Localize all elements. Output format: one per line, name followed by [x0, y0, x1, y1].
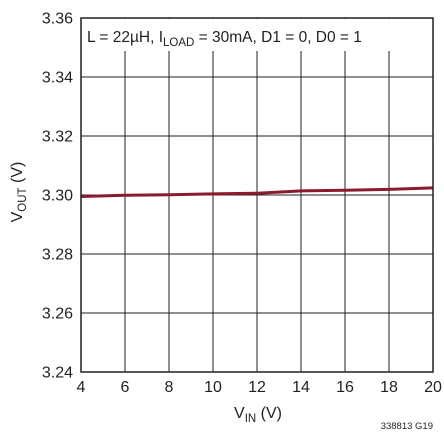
- x-tick-label: 12: [248, 379, 266, 396]
- grid: [81, 18, 433, 372]
- y-tick-labels: 3.24 3.26 3.28 3.30 3.32 3.34 3.36: [42, 11, 73, 382]
- x-tick-label: 20: [424, 379, 442, 396]
- x-tick-label: 16: [336, 379, 354, 396]
- y-tick-label: 3.30: [42, 188, 73, 205]
- y-axis-title-unit: (V): [9, 162, 26, 188]
- x-axis-title-main: V: [234, 405, 245, 422]
- x-tick-label: 18: [380, 379, 398, 396]
- y-tick-label: 3.24: [42, 365, 73, 382]
- x-axis-title: VIN (V): [234, 405, 282, 425]
- y-tick-label: 3.28: [42, 247, 73, 264]
- plot-frame: [80, 17, 434, 373]
- x-tick-label: 4: [77, 379, 86, 396]
- annotation-box: L = 22µH, ILOAD = 30mA, D1 = 0, D0 = 1: [82, 19, 394, 51]
- figure-id: 338813 G19: [381, 421, 433, 432]
- annotation-prefix: L = 22µH, I: [87, 29, 163, 46]
- x-tick-label: 8: [165, 379, 174, 396]
- y-tick-label: 3.26: [42, 306, 73, 323]
- y-axis-title-main: V: [9, 211, 26, 222]
- x-tick-label: 10: [204, 379, 222, 396]
- y-axis-title-sub: OUT: [17, 187, 29, 211]
- x-axis-title-unit: (V): [256, 405, 282, 422]
- y-tick-label: 3.36: [42, 11, 73, 28]
- y-axis-title: VOUT (V): [9, 162, 29, 223]
- annotation-suffix: = 30mA, D1 = 0, D0 = 1: [194, 29, 362, 46]
- chart-annotation: L = 22µH, ILOAD = 30mA, D1 = 0, D0 = 1: [87, 29, 362, 49]
- x-tick-label: 6: [121, 379, 130, 396]
- x-axis-title-sub: IN: [245, 413, 257, 425]
- y-tick-label: 3.34: [42, 70, 73, 87]
- x-tick-label: 14: [292, 379, 310, 396]
- annotation-background: [82, 19, 394, 51]
- y-tick-label: 3.32: [42, 129, 73, 146]
- annotation-subscript: LOAD: [163, 37, 194, 49]
- series-lines: [80, 186, 434, 198]
- series-line: [80, 186, 434, 198]
- x-tick-labels: 4 6 8 10 12 14 16 18 20: [77, 379, 442, 396]
